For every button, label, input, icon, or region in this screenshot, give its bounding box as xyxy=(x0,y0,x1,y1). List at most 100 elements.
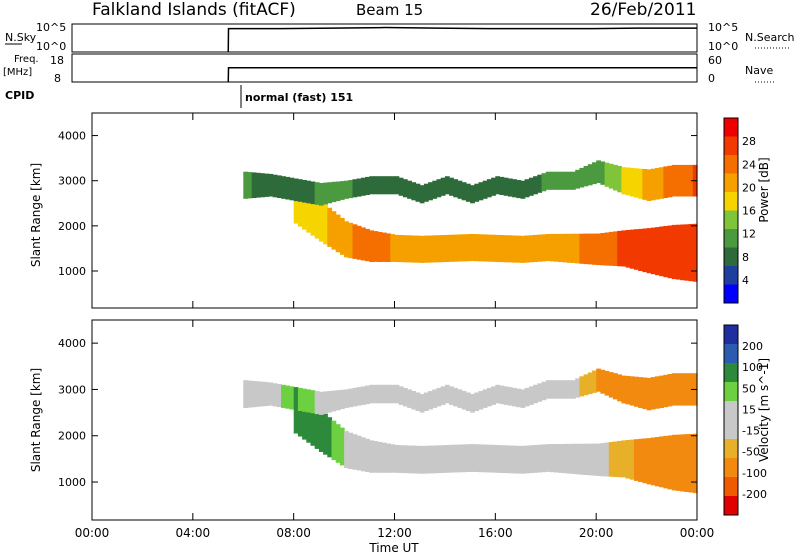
data-cell xyxy=(528,177,534,196)
data-cell xyxy=(306,192,312,233)
data-cell xyxy=(634,168,639,198)
data-cell xyxy=(373,441,379,473)
data-cell xyxy=(465,234,471,262)
data-cell xyxy=(268,382,274,406)
data-cell xyxy=(516,445,522,474)
velocity-colorbar-label: Velocity [m s^-1] xyxy=(757,358,771,462)
data-cell xyxy=(524,387,530,407)
data-cell xyxy=(524,235,530,263)
data-cell xyxy=(528,445,534,474)
data-cell xyxy=(302,397,307,440)
data-cell xyxy=(537,383,543,402)
data-cell xyxy=(663,226,669,278)
data-cell xyxy=(377,384,383,404)
data-cell xyxy=(407,180,412,199)
data-cell xyxy=(554,233,559,262)
data-cell xyxy=(419,185,425,204)
data-cell xyxy=(676,434,681,491)
data-cell xyxy=(352,387,358,407)
data-cell xyxy=(327,417,333,458)
data-cell xyxy=(676,373,681,406)
y-tick-label: 2000 xyxy=(58,430,86,443)
data-cell xyxy=(415,183,421,202)
data-cell xyxy=(583,374,589,396)
data-cell xyxy=(516,235,522,263)
data-cell xyxy=(461,182,467,201)
data-cell xyxy=(260,381,265,407)
data-cell xyxy=(587,372,593,395)
x-tick-label: 12:00 xyxy=(377,526,412,540)
data-cell xyxy=(373,231,379,262)
data-cell xyxy=(503,445,509,474)
data-cell xyxy=(554,444,559,473)
freq-tick-top: 18 xyxy=(50,54,64,67)
data-cell xyxy=(482,180,488,199)
data-cell xyxy=(432,389,438,408)
data-cell xyxy=(600,443,606,477)
data-cell xyxy=(583,443,589,475)
data-cell xyxy=(579,167,585,188)
data-cell xyxy=(541,381,547,401)
data-cell xyxy=(402,179,408,198)
colorbar-segment xyxy=(724,136,738,156)
data-cell xyxy=(474,183,480,202)
data-cell xyxy=(293,391,299,434)
data-cell xyxy=(486,387,492,407)
data-cell xyxy=(571,443,576,474)
data-cell xyxy=(335,214,341,253)
nsky-label: N.Sky xyxy=(5,31,37,44)
data-cell xyxy=(512,235,517,263)
data-cell xyxy=(579,233,585,264)
data-cell xyxy=(276,384,282,408)
data-cell xyxy=(684,224,690,281)
data-cell xyxy=(323,182,328,205)
colorbar-segment xyxy=(724,247,738,267)
data-cell xyxy=(444,234,450,262)
colorbar-tick-label: 200 xyxy=(742,340,763,353)
data-cell xyxy=(629,167,635,197)
data-cell xyxy=(432,445,438,474)
data-cell xyxy=(550,233,555,262)
data-cell xyxy=(457,180,463,199)
colorbar-segment xyxy=(724,266,738,285)
colorbar-tick-label: -200 xyxy=(742,488,767,501)
data-cell xyxy=(314,198,320,239)
colorbar-segment xyxy=(724,344,738,364)
data-cell xyxy=(634,229,639,270)
data-cell xyxy=(365,438,370,472)
x-axis-ticks: 00:00 04:00 08:00 12:00 16:00 20:00 00:00 xyxy=(75,113,714,540)
data-cell xyxy=(680,164,685,197)
freq-line xyxy=(227,66,697,83)
data-cell xyxy=(344,180,349,199)
data-cell xyxy=(323,413,328,455)
colorbar-segment xyxy=(724,496,738,516)
data-cell xyxy=(423,235,429,263)
colorbar-segment xyxy=(724,325,738,345)
nave-tick-bottom: 0 xyxy=(708,72,715,85)
data-cell xyxy=(663,435,669,489)
data-cell xyxy=(667,165,673,198)
data-cell xyxy=(272,383,278,407)
data-cell xyxy=(507,445,513,474)
colorbar-segment xyxy=(724,192,738,211)
data-cell xyxy=(457,444,463,473)
data-cell xyxy=(432,235,438,263)
data-cell xyxy=(478,234,484,262)
data-cell xyxy=(478,182,484,201)
nsky-tick-top: 10^5 xyxy=(36,21,66,34)
data-cell xyxy=(318,410,324,452)
data-cell xyxy=(465,183,471,202)
velocity-y-axis-label: Slant Range [km] xyxy=(29,368,43,472)
data-cell xyxy=(596,368,601,392)
data-cell xyxy=(373,384,379,404)
colorbar-tick-label: 8 xyxy=(742,251,749,264)
data-cell xyxy=(676,164,681,197)
data-cell xyxy=(655,167,660,200)
data-cell xyxy=(495,176,501,195)
data-cell xyxy=(604,232,610,266)
data-cell xyxy=(293,178,299,202)
data-cell xyxy=(482,389,488,408)
data-cell xyxy=(524,179,530,198)
data-cell xyxy=(604,442,610,477)
data-cell xyxy=(592,370,597,393)
